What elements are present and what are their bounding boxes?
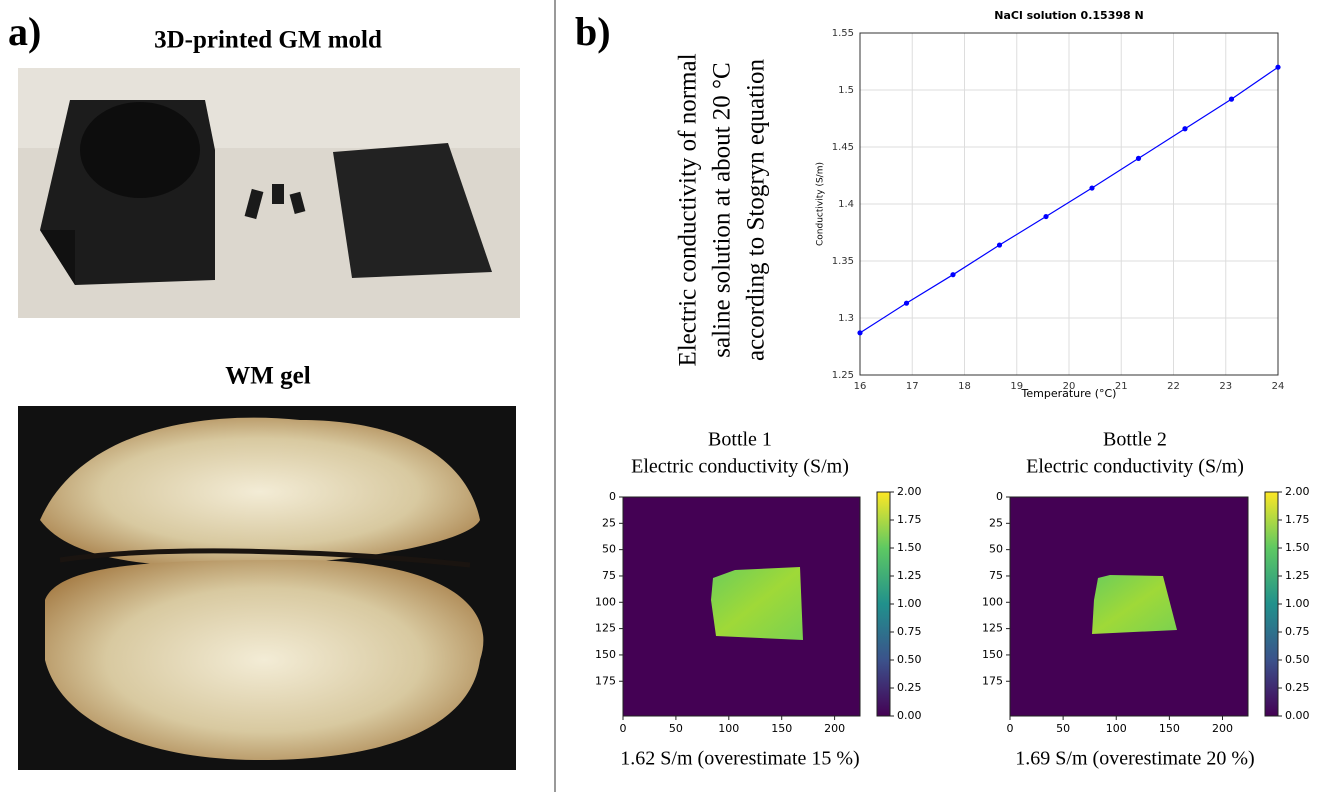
photo-mold [18, 68, 520, 318]
x-tick-label: 21 [1115, 381, 1128, 392]
caption: 1.69 S/m (overestimate 20 %) [1015, 748, 1254, 770]
y-tick-label: 150 [595, 648, 616, 661]
x-axis-label: Temperature (°C) [1021, 387, 1117, 400]
colorbar-tick-label: 2.00 [1285, 485, 1310, 498]
y-tick-label: 100 [982, 595, 1003, 608]
x-tick-label: 0 [620, 722, 627, 735]
photo-title: 3D-printed GM mold [154, 27, 382, 54]
y-tick-label: 1.4 [838, 199, 854, 210]
colorbar-tick-label: 0.50 [897, 653, 922, 666]
data-point [1275, 65, 1280, 70]
x-tick-label: 22 [1167, 381, 1180, 392]
colorbar-tick-label: 0.00 [897, 709, 922, 722]
colorbar-tick-label: 1.25 [897, 569, 922, 582]
data-point [997, 242, 1002, 247]
y-tick-label: 50 [602, 543, 616, 556]
data-point [857, 330, 862, 335]
chart-title: Electric conductivity (S/m) [1026, 456, 1244, 478]
chart-title: NaCl solution 0.15398 N [994, 9, 1143, 22]
colorbar-tick-label: 0.75 [1285, 625, 1310, 638]
y-tick-label: 150 [982, 648, 1003, 661]
x-tick-label: 17 [906, 381, 919, 392]
y-tick-label: 1.5 [838, 85, 854, 96]
chart-title: Bottle 1 [708, 429, 772, 451]
colorbar-tick-label: 0.00 [1285, 709, 1310, 722]
y-tick-label: 175 [595, 674, 616, 687]
x-tick-label: 50 [669, 722, 683, 735]
colorbar-tick-label: 0.25 [1285, 681, 1310, 694]
y-tick-label: 50 [989, 543, 1003, 556]
colorbar-tick-label: 1.75 [1285, 513, 1310, 526]
y-tick-label: 1.35 [832, 256, 854, 267]
x-tick-label: 18 [958, 381, 971, 392]
data-point [904, 301, 909, 306]
x-tick-label: 0 [1007, 722, 1014, 735]
data-point [1043, 214, 1048, 219]
colorbar-tick-label: 1.25 [1285, 569, 1310, 582]
y-tick-label: 75 [602, 569, 616, 582]
caption: 1.62 S/m (overestimate 15 %) [620, 748, 859, 770]
colorbar-tick-label: 1.00 [897, 597, 922, 610]
x-tick-label: 150 [1159, 722, 1180, 735]
y-axis-label: Conductivity (S/m) [816, 162, 826, 246]
x-tick-label: 50 [1056, 722, 1070, 735]
y-tick-label: 1.3 [838, 313, 854, 324]
y-tick-label: 0 [996, 490, 1003, 503]
y-tick-label: 1.55 [832, 28, 854, 39]
conductive-region [1092, 575, 1177, 634]
colorbar-tick-label: 2.00 [897, 485, 922, 498]
y-tick-label: 25 [989, 516, 1003, 529]
y-tick-label: 175 [982, 674, 1003, 687]
data-point [1182, 126, 1187, 131]
colorbar-tick-label: 1.50 [1285, 541, 1310, 554]
y-tick-label: 125 [595, 622, 616, 635]
data-point [1229, 97, 1234, 102]
x-tick-label: 100 [1106, 722, 1127, 735]
colorbar-tick-label: 0.25 [897, 681, 922, 694]
x-tick-label: 16 [854, 381, 867, 392]
side-text: saline solution at about 20 °C [709, 62, 736, 357]
y-tick-label: 1.45 [832, 142, 854, 153]
photo-gel [18, 406, 516, 770]
data-point [950, 272, 955, 277]
colorbar [877, 492, 890, 716]
y-tick-label: 125 [982, 622, 1003, 635]
panel-label: b) [575, 9, 611, 54]
y-tick-label: 75 [989, 569, 1003, 582]
x-tick-label: 100 [718, 722, 739, 735]
chart-title: Bottle 2 [1103, 429, 1167, 451]
side-text: Electric conductivity of normal [675, 53, 702, 366]
colorbar-tick-label: 1.50 [897, 541, 922, 554]
x-tick-label: 200 [1212, 722, 1233, 735]
x-tick-label: 150 [771, 722, 792, 735]
colorbar-tick-label: 1.00 [1285, 597, 1310, 610]
data-point [1136, 156, 1141, 161]
y-tick-label: 100 [595, 595, 616, 608]
x-tick-label: 200 [824, 722, 845, 735]
colorbar-tick-label: 1.75 [897, 513, 922, 526]
colorbar [1265, 492, 1278, 716]
colorbar-tick-label: 0.50 [1285, 653, 1310, 666]
figure: a) 3D-printed GM mold WM gel b) Electric… [0, 0, 1326, 792]
panel-label: a) [8, 9, 41, 54]
x-tick-label: 24 [1272, 381, 1285, 392]
chart-title: Electric conductivity (S/m) [631, 456, 849, 478]
side-text: according to Stogryn equation [743, 58, 770, 361]
y-tick-label: 0 [609, 490, 616, 503]
colorbar-tick-label: 0.75 [897, 625, 922, 638]
y-tick-label: 1.25 [832, 370, 854, 381]
conductive-region [711, 567, 803, 640]
data-point [1089, 185, 1094, 190]
y-tick-label: 25 [602, 516, 616, 529]
photo-title: WM gel [225, 363, 310, 390]
x-tick-label: 23 [1219, 381, 1232, 392]
